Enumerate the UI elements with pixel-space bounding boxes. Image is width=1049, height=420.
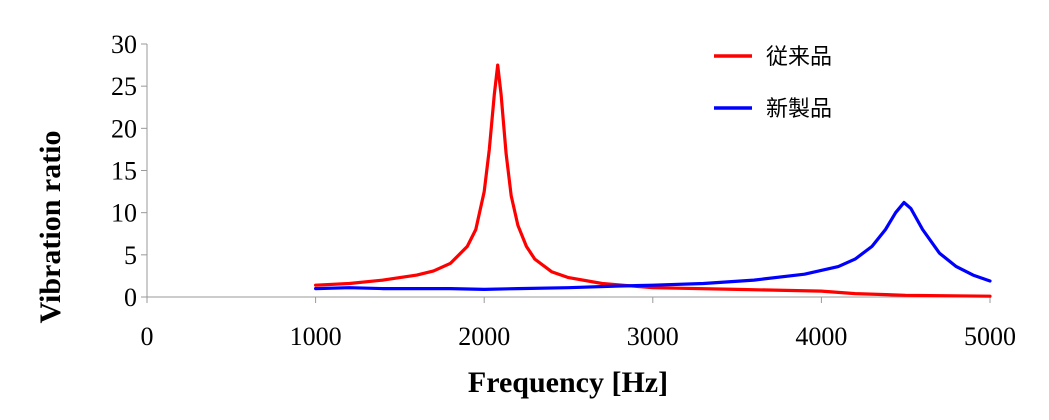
y-tick-label: 0	[124, 283, 137, 312]
legend-label-1: 従来品	[766, 45, 832, 70]
y-tick-label: 5	[124, 241, 137, 270]
x-tick-label: 1000	[290, 322, 342, 351]
x-tick-label: 5000	[964, 322, 1016, 351]
y-tick-label: 10	[111, 199, 137, 228]
x-tick-label: 3000	[627, 322, 679, 351]
y-tick-label: 30	[111, 30, 137, 59]
y-tick-label: 25	[111, 72, 137, 101]
series-line-2	[314, 200, 992, 291]
y-axis-title: Vibration ratio	[34, 130, 67, 323]
x-tick-label: 4000	[795, 322, 847, 351]
series-line-1	[314, 63, 992, 298]
x-tick-label: 0	[141, 322, 154, 351]
y-tick-label: 15	[111, 157, 137, 186]
x-tick-label: 2000	[458, 322, 510, 351]
plot-area: 0 5 10 15 20 25 30 0 1000 2000 3000 4000 5000	[111, 30, 1016, 351]
x-axis-title: Frequency [Hz]	[468, 366, 668, 399]
y-tick-label: 20	[111, 114, 137, 143]
legend-label-2: 新製品	[766, 97, 832, 122]
